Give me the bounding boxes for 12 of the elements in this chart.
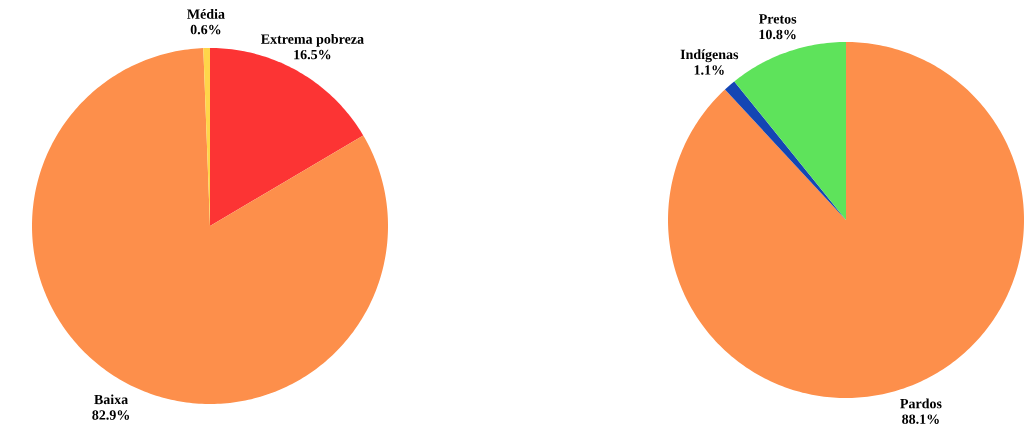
data-label: 1.1%	[694, 65, 724, 75]
data-label: 88.1%	[902, 414, 939, 424]
data-label: 82.9%	[92, 410, 130, 420]
slice-label: Pretos	[758, 14, 797, 24]
slice-label: Pardos	[900, 398, 942, 409]
slice-label: Extrema pobreza	[260, 33, 364, 47]
slice-label: Indígenas	[680, 49, 739, 63]
data-label: 10.8%	[759, 29, 796, 40]
slice-label: Média	[187, 8, 225, 19]
data-label: 0.6%	[190, 24, 221, 35]
data-label: 16.5%	[294, 49, 331, 60]
slice-label: Baixa	[94, 394, 128, 405]
